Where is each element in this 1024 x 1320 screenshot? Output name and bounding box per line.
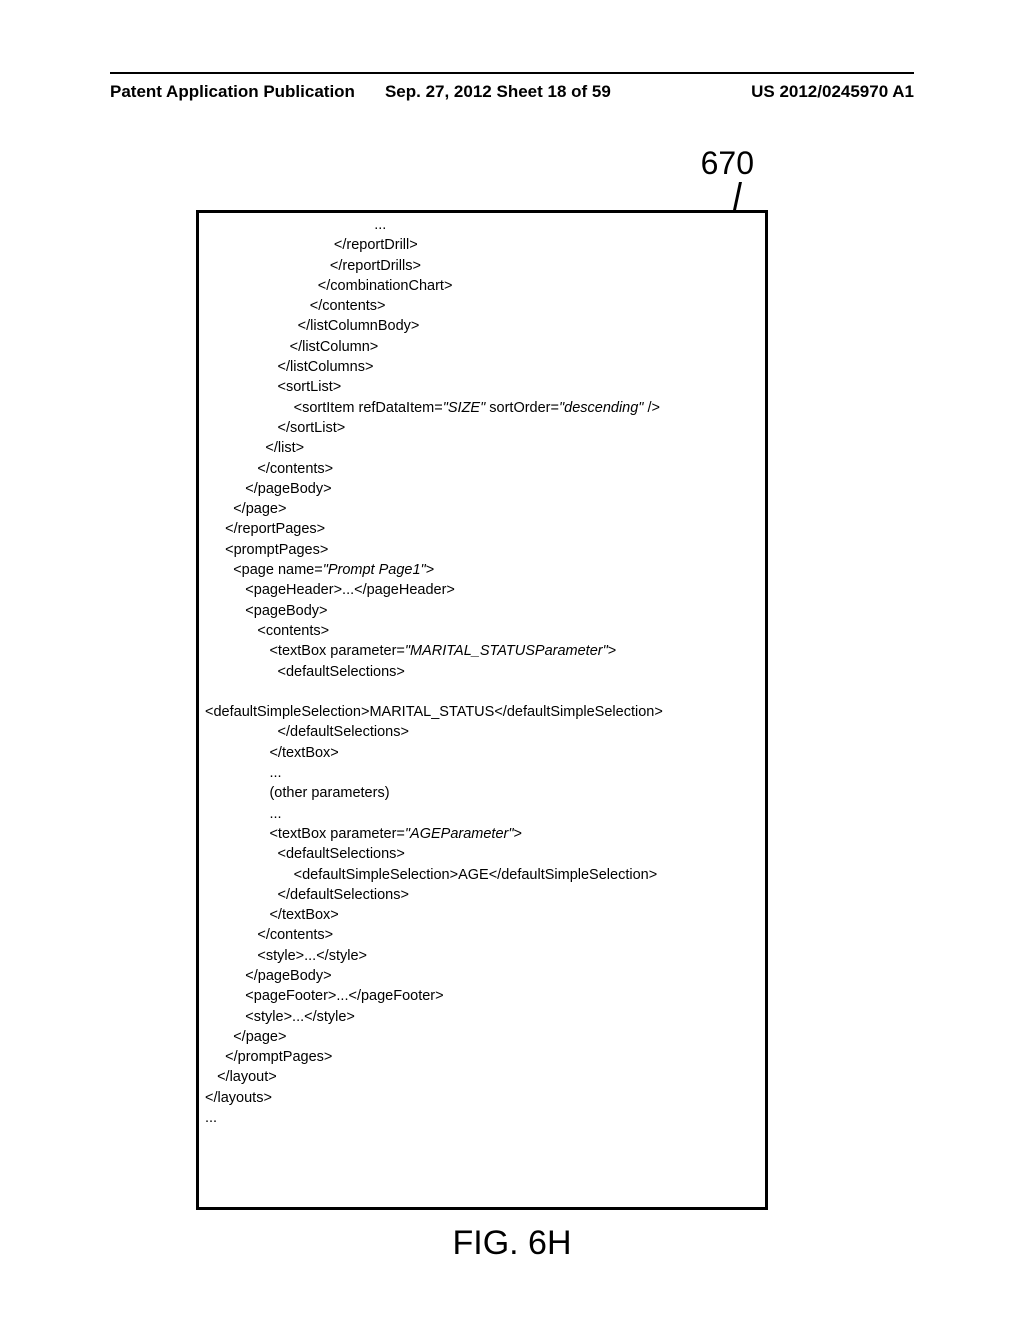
figure-caption: FIG. 6H: [0, 1224, 1024, 1263]
figure-reference-number: 670: [701, 145, 754, 182]
xml-code-content: ... </reportDrill> </reportDrills> </com…: [199, 213, 765, 1134]
patent-page: Patent Application Publication Sep. 27, …: [0, 0, 1024, 1320]
xml-code-box: ... </reportDrill> </reportDrills> </com…: [196, 210, 768, 1210]
figure-leader-line: [733, 182, 742, 210]
page-header: Patent Application Publication Sep. 27, …: [110, 82, 914, 102]
header-rule: [110, 72, 914, 74]
header-date-sheet: Sep. 27, 2012 Sheet 18 of 59: [355, 82, 751, 102]
header-patent-number: US 2012/0245970 A1: [751, 82, 914, 102]
header-publication: Patent Application Publication: [110, 82, 355, 102]
